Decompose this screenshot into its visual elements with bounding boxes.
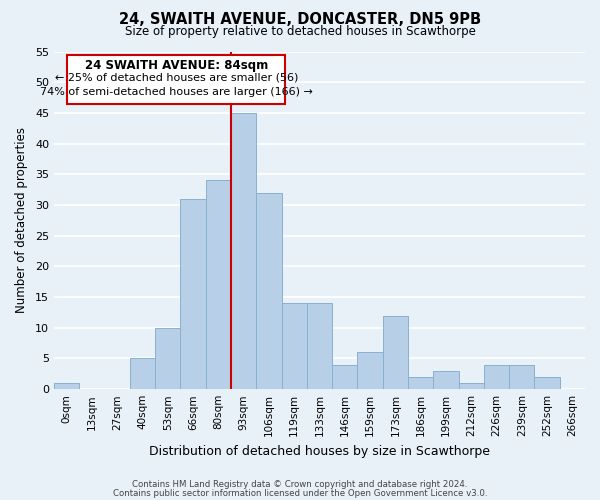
- Text: 24 SWAITH AVENUE: 84sqm: 24 SWAITH AVENUE: 84sqm: [85, 59, 268, 72]
- Bar: [281, 303, 307, 389]
- Bar: [256, 192, 281, 389]
- Bar: [509, 364, 535, 389]
- Bar: [130, 358, 155, 389]
- Bar: [332, 364, 358, 389]
- Bar: [358, 352, 383, 389]
- Text: Size of property relative to detached houses in Scawthorpe: Size of property relative to detached ho…: [125, 25, 475, 38]
- Text: 24, SWAITH AVENUE, DONCASTER, DN5 9PB: 24, SWAITH AVENUE, DONCASTER, DN5 9PB: [119, 12, 481, 28]
- FancyBboxPatch shape: [67, 54, 285, 104]
- Bar: [231, 113, 256, 389]
- Bar: [307, 303, 332, 389]
- Bar: [54, 383, 79, 389]
- Text: ← 25% of detached houses are smaller (56): ← 25% of detached houses are smaller (56…: [55, 73, 298, 83]
- Y-axis label: Number of detached properties: Number of detached properties: [15, 128, 28, 314]
- Text: Contains HM Land Registry data © Crown copyright and database right 2024.: Contains HM Land Registry data © Crown c…: [132, 480, 468, 489]
- Bar: [181, 199, 206, 389]
- Bar: [458, 383, 484, 389]
- Text: 74% of semi-detached houses are larger (166) →: 74% of semi-detached houses are larger (…: [40, 87, 313, 97]
- Bar: [433, 371, 458, 389]
- Bar: [206, 180, 231, 389]
- Bar: [535, 377, 560, 389]
- Bar: [383, 316, 408, 389]
- Text: Contains public sector information licensed under the Open Government Licence v3: Contains public sector information licen…: [113, 489, 487, 498]
- X-axis label: Distribution of detached houses by size in Scawthorpe: Distribution of detached houses by size …: [149, 444, 490, 458]
- Bar: [484, 364, 509, 389]
- Bar: [408, 377, 433, 389]
- Bar: [155, 328, 181, 389]
